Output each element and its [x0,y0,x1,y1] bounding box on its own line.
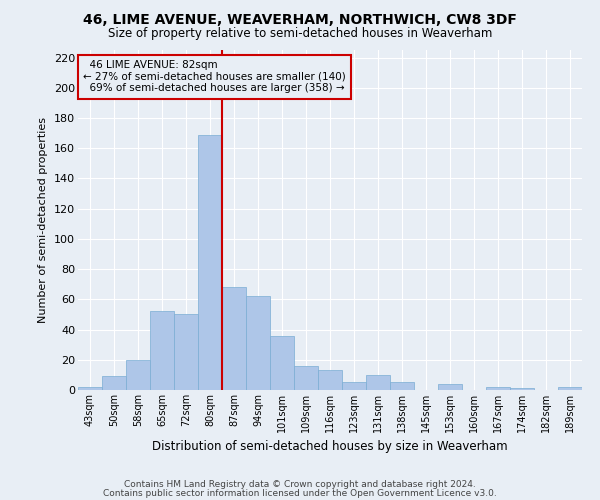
Text: 46, LIME AVENUE, WEAVERHAM, NORTHWICH, CW8 3DF: 46, LIME AVENUE, WEAVERHAM, NORTHWICH, C… [83,12,517,26]
Bar [390,382,414,390]
Bar [174,314,198,390]
Y-axis label: Number of semi-detached properties: Number of semi-detached properties [38,117,49,323]
Text: Size of property relative to semi-detached houses in Weaverham: Size of property relative to semi-detach… [108,28,492,40]
Bar [270,336,294,390]
Bar [366,375,390,390]
Text: Contains HM Land Registry data © Crown copyright and database right 2024.: Contains HM Land Registry data © Crown c… [124,480,476,489]
Bar [342,382,366,390]
Bar [126,360,150,390]
Bar [246,296,270,390]
Bar [438,384,462,390]
X-axis label: Distribution of semi-detached houses by size in Weaverham: Distribution of semi-detached houses by … [152,440,508,454]
Bar [558,387,582,390]
Bar [78,387,102,390]
Bar [222,287,246,390]
Bar [198,134,222,390]
Bar [486,387,510,390]
Bar [150,312,174,390]
Bar [102,376,126,390]
Text: 46 LIME AVENUE: 82sqm  
← 27% of semi-detached houses are smaller (140)
  69% of: 46 LIME AVENUE: 82sqm ← 27% of semi-deta… [83,60,346,94]
Text: Contains public sector information licensed under the Open Government Licence v3: Contains public sector information licen… [103,489,497,498]
Bar [318,370,342,390]
Bar [510,388,534,390]
Bar [294,366,318,390]
